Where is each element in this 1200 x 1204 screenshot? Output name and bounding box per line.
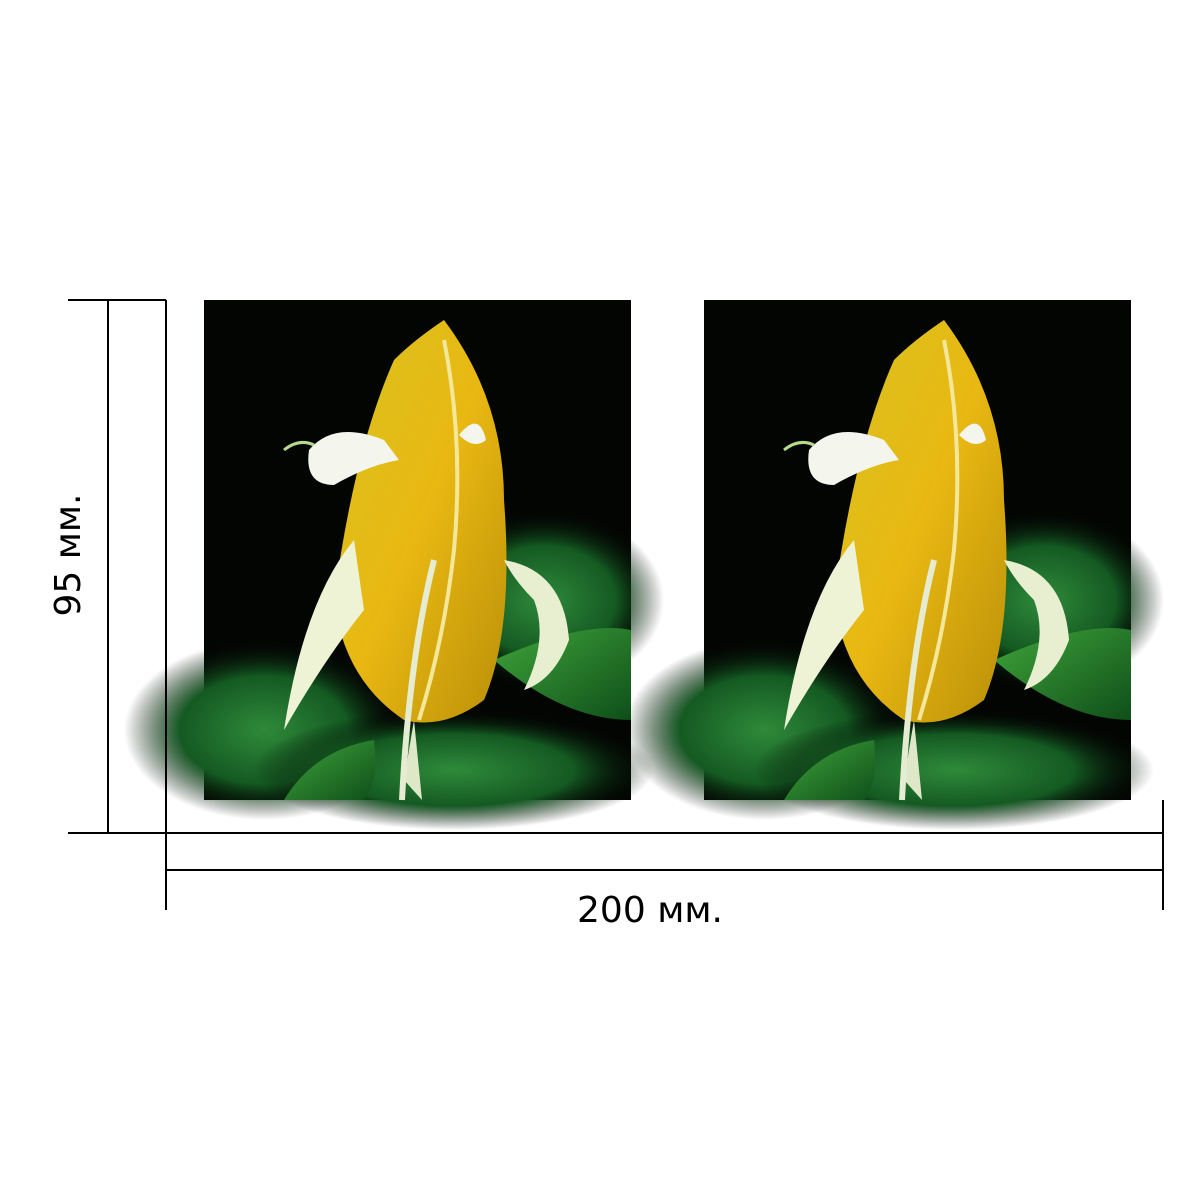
product-photo: [124, 300, 664, 830]
height-label: 95 мм.: [48, 493, 89, 616]
product-photo: [624, 300, 1164, 830]
width-label: 200 мм.: [577, 890, 723, 931]
width-dimension: 200 мм.: [165, 800, 1164, 931]
height-dimension: 95 мм.: [48, 299, 167, 834]
